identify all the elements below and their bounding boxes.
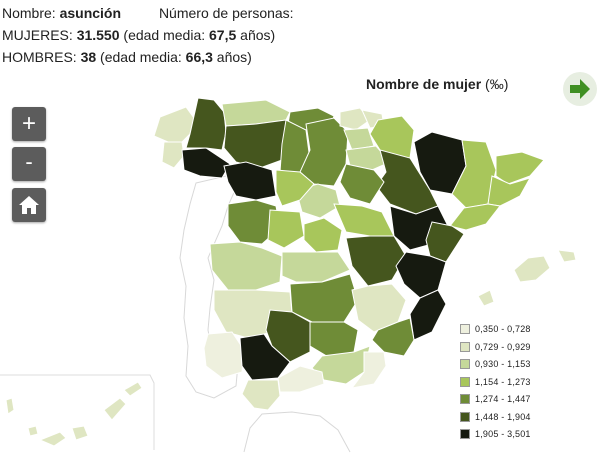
men-label: HOMBRES:: [2, 49, 77, 65]
men-row: HOMBRES: 38 (edad media: 66,3 años): [2, 46, 294, 68]
province-leon[interactable]: [223, 119, 291, 169]
province-zamora[interactable]: [223, 161, 277, 201]
province-cordoba[interactable]: [265, 309, 311, 363]
province-ourense[interactable]: [181, 147, 231, 179]
legend-swatch: [460, 359, 470, 369]
map-title-unit: (‰): [485, 76, 509, 92]
province-la-palma[interactable]: [5, 397, 15, 415]
legend-swatch: [460, 394, 470, 404]
women-count: 31.550: [76, 27, 120, 43]
province-sevilla[interactable]: [239, 333, 291, 381]
province-madrid[interactable]: [303, 217, 343, 253]
province-vizcaya[interactable]: [339, 107, 371, 131]
province-lanzarote[interactable]: [123, 381, 143, 397]
province-murcia[interactable]: [371, 317, 415, 357]
province-almeria[interactable]: [350, 351, 387, 389]
women-age-prefix: (edad media:: [123, 27, 206, 43]
map-title-text: Nombre de mujer: [366, 76, 482, 92]
persons-label: Número de personas:: [158, 5, 294, 21]
legend-label: 1,154 - 1,273: [475, 376, 531, 387]
name-label: Nombre:: [2, 5, 56, 21]
name-value: asunción: [59, 5, 122, 21]
map-title: Nombre de mujer (‰): [366, 76, 508, 92]
africa-coast: [243, 411, 351, 453]
legend-swatch: [460, 341, 470, 352]
province-albacete[interactable]: [351, 283, 407, 333]
province-tarragona[interactable]: [449, 203, 501, 231]
province-valladolid[interactable]: [275, 169, 315, 207]
province-tenerife[interactable]: [38, 431, 67, 447]
legend-swatch: [460, 324, 470, 334]
province-girona[interactable]: [495, 151, 545, 185]
province-toledo[interactable]: [281, 251, 351, 283]
men-age-suffix: años): [216, 49, 252, 65]
women-age: 67,5: [209, 27, 237, 43]
arrow-right-icon: [570, 79, 590, 99]
legend-label: 1,905 - 3,501: [475, 429, 531, 439]
home-icon: [19, 196, 39, 214]
portugal-outline: [179, 175, 239, 399]
legend-label: 1,448 - 1,904: [475, 411, 531, 422]
province-lugo[interactable]: [185, 97, 227, 151]
province-menorca[interactable]: [557, 249, 577, 263]
province-pontevedra[interactable]: [161, 141, 185, 169]
legend-swatch: [460, 376, 470, 387]
men-age: 66,3: [185, 49, 213, 65]
women-age-suffix: años): [240, 27, 276, 43]
province-avila[interactable]: [267, 209, 305, 249]
legend-swatch: [460, 429, 470, 439]
men-age-prefix: (edad media:: [100, 49, 182, 65]
province-caceres[interactable]: [209, 241, 283, 291]
province-mallorca[interactable]: [513, 255, 551, 283]
province-la-rioja[interactable]: [345, 145, 391, 171]
province-huelva[interactable]: [203, 331, 245, 379]
province-cuenca[interactable]: [345, 235, 407, 287]
province-gran-canaria[interactable]: [71, 425, 89, 441]
province-a-coruna[interactable]: [153, 106, 195, 143]
province-fuerteventura[interactable]: [103, 397, 127, 421]
home-button[interactable]: [12, 188, 46, 222]
province-soria[interactable]: [339, 163, 385, 205]
legend-label: 0,729 - 0,929: [475, 341, 531, 352]
legend-label: 0,350 - 0,728: [475, 324, 531, 334]
province-cadiz[interactable]: [241, 379, 281, 411]
province-burgos[interactable]: [299, 117, 349, 187]
zoom-in-button[interactable]: +: [12, 107, 46, 141]
province-guadalajara[interactable]: [333, 203, 395, 237]
women-row: MUJERES: 31.550 (edad media: 67,5 años): [2, 24, 294, 46]
men-count: 38: [80, 49, 97, 65]
legend-label: 0,930 - 1,153: [475, 359, 531, 369]
province-gomera[interactable]: [27, 425, 39, 437]
province-ibiza[interactable]: [477, 289, 495, 307]
province-alicante[interactable]: [409, 289, 447, 341]
women-label: MUJERES:: [2, 27, 73, 43]
canary-inset-frame: [0, 374, 155, 450]
province-shapes: [5, 97, 577, 447]
legend-label: 1,274 - 1,447: [475, 394, 531, 404]
name-info: Nombre: asunción Número de personas: MUJ…: [2, 2, 294, 68]
zoom-out-button[interactable]: -: [12, 147, 46, 181]
name-row: Nombre: asunción Número de personas:: [2, 2, 294, 24]
next-map-button[interactable]: [563, 72, 597, 106]
legend-swatch: [460, 411, 470, 422]
